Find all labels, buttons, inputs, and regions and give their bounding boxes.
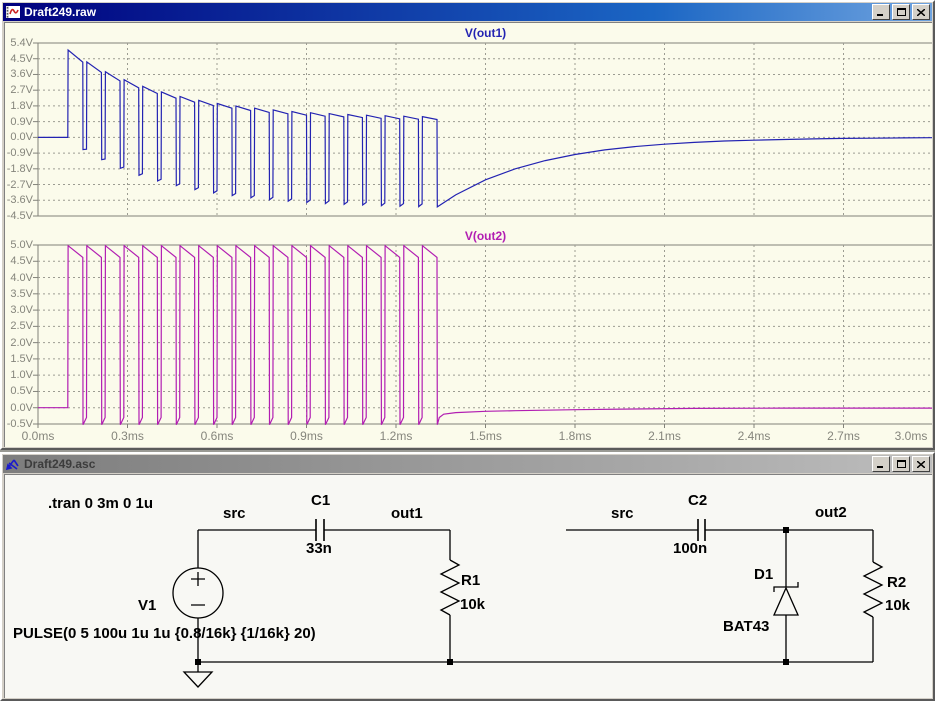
waveform-window-titlebar[interactable]: Draft249.raw [3, 3, 932, 21]
schematic-label-val-c2[interactable]: 100n [673, 540, 708, 557]
maximize-button[interactable] [892, 4, 910, 20]
close-icon [917, 8, 925, 16]
schematic-label-val-r1[interactable]: 10k [460, 596, 486, 613]
minimize-button[interactable] [872, 456, 890, 472]
minimize-icon [877, 465, 883, 468]
v1-voltage-source[interactable] [172, 567, 224, 619]
schematic-label-ref-r1[interactable]: R1 [461, 572, 481, 589]
schematic-label-val-v1[interactable]: PULSE(0 5 100u 1u 1u {0.8/16k} {1/16k} 2… [13, 625, 316, 642]
schematic-label-net-out1[interactable]: out1 [391, 505, 423, 522]
schematic-label-val-r2[interactable]: 10k [885, 597, 911, 614]
trace-label-1[interactable]: V(out1) [464, 26, 507, 40]
trace-label-2[interactable]: V(out2) [464, 229, 507, 243]
close-icon [917, 460, 925, 468]
r1-resistor[interactable] [439, 559, 461, 616]
maximize-button[interactable] [892, 456, 910, 472]
d1-schottky-diode[interactable] [772, 582, 800, 616]
close-button[interactable] [912, 4, 930, 20]
r2-resistor[interactable] [862, 561, 884, 618]
schematic-label-val-d1[interactable]: BAT43 [723, 618, 770, 635]
schematic-window-titlebar[interactable]: Draft249.asc [3, 455, 932, 473]
c1-capacitor[interactable] [315, 519, 325, 541]
schematic-window-title: Draft249.asc [24, 457, 96, 471]
waveform-window[interactable]: Draft249.raw 5.4V 4.5V 3.6V 2.7V 1.8V 0.9V 0.0… [0, 0, 935, 450]
minimize-icon [877, 13, 883, 16]
trace-vout1[interactable] [38, 48, 932, 209]
minimize-button[interactable] [872, 4, 890, 20]
waveform-plot-area[interactable]: 5.4V 4.5V 3.6V 2.7V 1.8V 0.9V 0.0V -0.9V -1.8V -2… [4, 22, 932, 447]
junction-dots [195, 527, 789, 665]
maximize-icon [896, 8, 906, 16]
close-button[interactable] [912, 456, 930, 472]
schematic-label-net-src-right[interactable]: src [611, 505, 634, 522]
schematic-label-net-src-left[interactable]: src [223, 505, 246, 522]
schematic-window-icon [5, 459, 19, 471]
waveform-window-icon [5, 5, 21, 19]
trace-vout2[interactable] [38, 244, 932, 425]
schematic-drawing[interactable] [5, 475, 932, 698]
ground-symbol[interactable] [182, 662, 214, 688]
schematic-canvas[interactable]: .tran 0 3m 0 1u src C1 33n out1 V1 PULSE(0 5 1… [4, 474, 932, 698]
waveform-canvas[interactable] [5, 23, 932, 447]
schematic-label-ref-v1[interactable]: V1 [138, 597, 157, 614]
schematic-label-ref-r2[interactable]: R2 [887, 574, 907, 591]
waveform-window-title: Draft249.raw [24, 5, 97, 19]
wires[interactable] [197, 529, 874, 663]
c2-capacitor[interactable] [697, 519, 706, 541]
schematic-label-ref-d1[interactable]: D1 [754, 566, 774, 583]
schematic-label-ref-c2[interactable]: C2 [688, 492, 708, 509]
schematic-label-directive-tran[interactable]: .tran 0 3m 0 1u [48, 495, 154, 512]
schematic-window[interactable]: Draft249.asc [0, 452, 935, 701]
maximize-icon [896, 460, 906, 468]
schematic-label-net-out2[interactable]: out2 [815, 504, 847, 521]
schematic-label-val-c1[interactable]: 33n [306, 540, 332, 557]
schematic-label-ref-c1[interactable]: C1 [311, 492, 331, 509]
